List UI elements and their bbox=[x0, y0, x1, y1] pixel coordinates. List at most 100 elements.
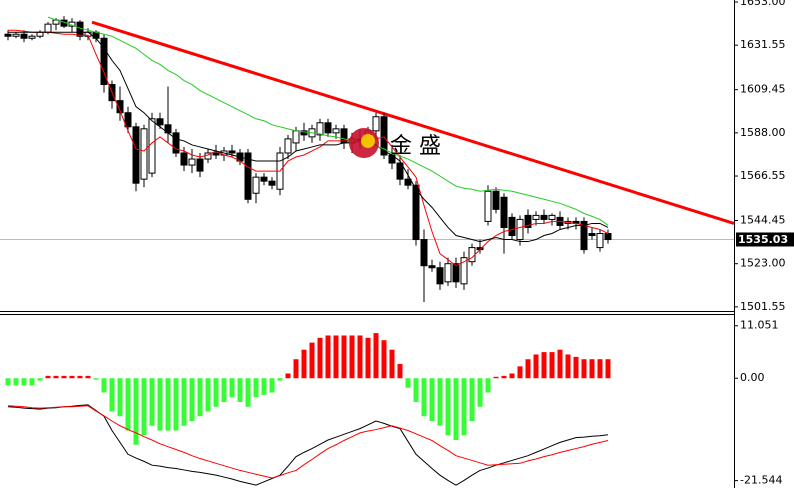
histogram-bar bbox=[101, 378, 107, 393]
histogram-bar bbox=[509, 373, 515, 379]
histogram-bar bbox=[421, 378, 427, 417]
histogram-bar bbox=[325, 335, 331, 379]
histogram-bar bbox=[221, 378, 227, 402]
y-tick-label: 1609.45 bbox=[740, 83, 786, 96]
candle-body bbox=[596, 233, 604, 249]
histogram-bar bbox=[293, 359, 299, 379]
histogram-bar bbox=[477, 378, 483, 407]
candle-body bbox=[244, 152, 252, 200]
candle-body bbox=[492, 190, 500, 210]
candle-body bbox=[428, 265, 436, 269]
histogram-bar bbox=[13, 378, 19, 386]
histogram-bar bbox=[453, 378, 459, 441]
histogram-bar bbox=[565, 354, 571, 379]
candle-body bbox=[516, 218, 524, 241]
histogram-bar bbox=[189, 378, 195, 422]
candle-body bbox=[116, 100, 124, 114]
y-tick-label: 1544.45 bbox=[740, 214, 786, 227]
candle-body bbox=[140, 128, 148, 180]
histogram-bar bbox=[181, 378, 187, 426]
candle-body bbox=[292, 130, 300, 144]
candle-body bbox=[540, 214, 548, 220]
candle-body bbox=[228, 150, 236, 154]
candle-body bbox=[156, 118, 164, 126]
histogram-bar bbox=[45, 375, 51, 379]
candle-body bbox=[316, 122, 324, 136]
histogram-bar bbox=[61, 375, 67, 379]
y-tick-label: -21.544 bbox=[740, 474, 782, 487]
histogram-bar bbox=[173, 378, 179, 431]
y-tick-label: 1566.55 bbox=[740, 169, 786, 182]
histogram-bar bbox=[429, 378, 435, 422]
last-price-tag: 1535.03 bbox=[736, 232, 794, 247]
histogram-bar bbox=[317, 337, 323, 379]
candle-body bbox=[12, 33, 20, 37]
histogram-bar bbox=[349, 335, 355, 379]
candle-body bbox=[196, 158, 204, 172]
histogram-bar bbox=[165, 378, 171, 431]
candle-body bbox=[332, 128, 340, 134]
histogram-bar bbox=[117, 378, 123, 417]
candle-body bbox=[508, 216, 516, 237]
histogram-bar bbox=[413, 378, 419, 402]
candle-body bbox=[284, 138, 292, 154]
last-price-box bbox=[736, 232, 794, 247]
candle-body bbox=[44, 23, 52, 33]
histogram-bar bbox=[501, 375, 507, 379]
candle-body bbox=[380, 116, 388, 156]
candle-body bbox=[180, 152, 188, 166]
candle-body bbox=[148, 118, 156, 174]
candle-body bbox=[460, 257, 468, 285]
histogram-bar bbox=[445, 378, 451, 436]
y-tick-label: 1653.00 bbox=[740, 0, 786, 8]
histogram-bar bbox=[381, 340, 387, 379]
candle-body bbox=[396, 162, 404, 180]
histogram-bar bbox=[365, 337, 371, 379]
histogram-bar bbox=[133, 378, 139, 445]
candle-body bbox=[252, 176, 260, 194]
last-price-label: 1535.03 bbox=[738, 233, 788, 246]
histogram-bar bbox=[197, 378, 203, 417]
histogram-bar bbox=[53, 375, 59, 379]
histogram-bar bbox=[549, 352, 555, 379]
candle-body bbox=[124, 112, 132, 128]
histogram-bar bbox=[541, 352, 547, 379]
candle-body bbox=[300, 130, 308, 136]
candle-body bbox=[580, 220, 588, 251]
candle-body bbox=[172, 132, 180, 154]
candle-body bbox=[20, 33, 28, 39]
histogram-bar bbox=[29, 378, 35, 386]
histogram-bar bbox=[85, 375, 91, 379]
histogram-bar bbox=[21, 378, 27, 386]
histogram-bar bbox=[93, 378, 99, 380]
histogram-bar bbox=[405, 378, 411, 388]
histogram-bar bbox=[493, 376, 499, 379]
candle-body bbox=[444, 263, 452, 283]
histogram-bar bbox=[213, 378, 219, 407]
candle-body bbox=[452, 263, 460, 283]
histogram-bar bbox=[605, 359, 611, 379]
candle-body bbox=[28, 35, 36, 39]
candle-body bbox=[372, 116, 380, 132]
candle-body bbox=[36, 31, 44, 37]
histogram-bar bbox=[77, 375, 83, 379]
histogram-bar bbox=[301, 349, 307, 379]
histogram-bar bbox=[389, 349, 395, 379]
candle-body bbox=[420, 239, 428, 267]
candle-body bbox=[212, 152, 220, 156]
y-tick-label: 1523.00 bbox=[740, 257, 786, 270]
candle-body bbox=[524, 214, 532, 228]
candle-body bbox=[436, 267, 444, 285]
candle-body bbox=[268, 180, 276, 186]
candle-body bbox=[100, 37, 108, 86]
histogram-bar bbox=[37, 378, 43, 381]
candle-body bbox=[188, 158, 196, 166]
moving-average bbox=[8, 29, 609, 267]
candle-body bbox=[604, 233, 612, 241]
y-tick-label: 1501.55 bbox=[740, 300, 786, 313]
watermark-logo-inner bbox=[361, 134, 375, 148]
histogram-bar bbox=[397, 363, 403, 379]
histogram-bar bbox=[533, 354, 539, 379]
